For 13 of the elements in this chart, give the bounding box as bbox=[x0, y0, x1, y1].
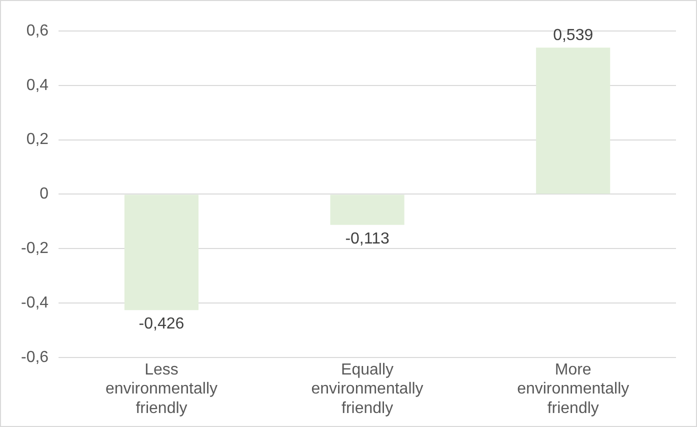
y-tick-label: 0,2 bbox=[26, 131, 49, 148]
x-tick-label: Less environmentally friendly bbox=[105, 361, 218, 417]
data-label: 0,539 bbox=[553, 27, 594, 44]
data-label: -0,113 bbox=[345, 230, 390, 248]
y-tick-label: 0,4 bbox=[26, 76, 49, 94]
y-tick-label: 0,6 bbox=[26, 22, 49, 40]
y-tick-label: 0 bbox=[40, 186, 49, 203]
data-label: -0,426 bbox=[138, 315, 184, 332]
y-tick-label: -0,6 bbox=[20, 348, 49, 366]
y-tick-label: -0,4 bbox=[20, 294, 49, 312]
x-tick-label: Equally environmentally friendly bbox=[311, 361, 424, 417]
x-tick-label: More environmentally friendly bbox=[517, 361, 630, 417]
y-tick-label: -0,2 bbox=[20, 240, 49, 258]
